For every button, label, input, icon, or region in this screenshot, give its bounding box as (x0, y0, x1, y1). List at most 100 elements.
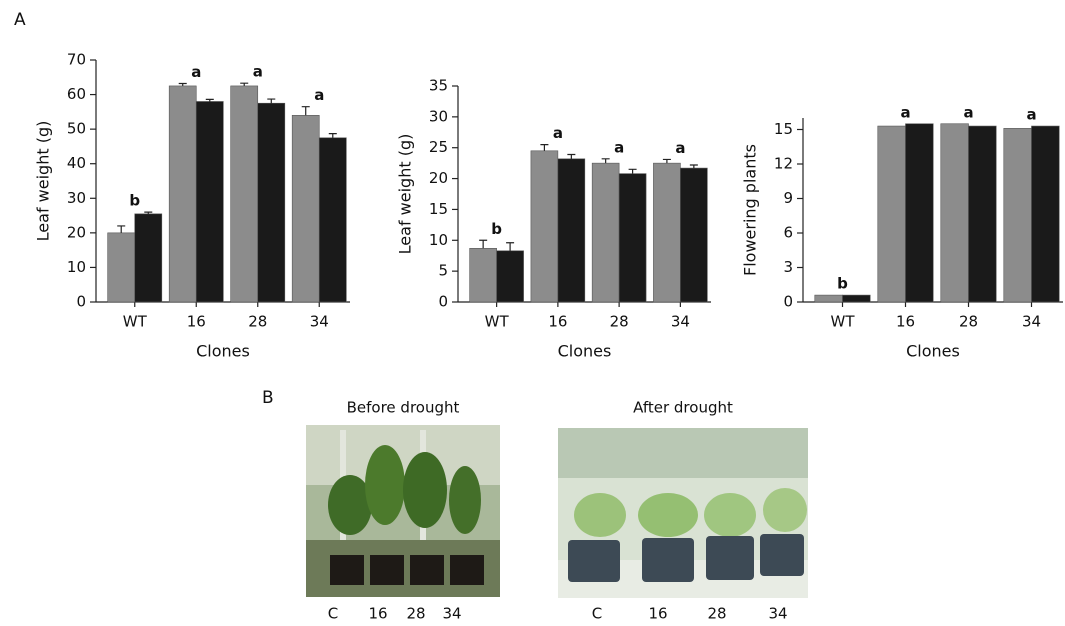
bar (969, 126, 997, 302)
y-tick-label: 9 (783, 189, 793, 207)
error-bar (240, 83, 248, 86)
error-bar (117, 226, 125, 233)
annotation: a (675, 139, 685, 157)
photo-caption: After drought (633, 399, 733, 417)
photo-label: 16 (368, 605, 387, 623)
y-tick-label: 3 (783, 258, 793, 276)
photo-before (306, 425, 500, 597)
photo-label: 34 (442, 605, 461, 623)
x-tick-label: 28 (959, 313, 978, 331)
error-bar (329, 134, 337, 138)
bar (470, 248, 497, 302)
y-tick-label: 15 (774, 120, 793, 138)
bar (592, 163, 619, 302)
error-bar (267, 99, 275, 103)
x-tick-label: WT (123, 313, 148, 331)
x-tick-label: 34 (310, 313, 329, 331)
y-axis-title: Leaf weight (g) (396, 134, 415, 255)
bar (135, 214, 162, 302)
error-bar (663, 159, 671, 163)
bar (108, 233, 135, 302)
y-axis-title: Flowering plants (741, 144, 760, 276)
y-tick-label: 25 (429, 138, 448, 156)
annotation: b (129, 192, 140, 210)
bar (319, 138, 346, 302)
x-tick-label: 28 (248, 313, 267, 331)
bar (169, 86, 196, 302)
x-tick-label: 34 (671, 313, 690, 331)
error-bar (690, 165, 698, 168)
annotation: a (191, 63, 201, 81)
y-tick-label: 5 (438, 262, 448, 280)
annotation: a (253, 63, 263, 81)
x-tick-label: 28 (610, 313, 629, 331)
y-tick-label: 30 (67, 189, 86, 207)
error-bar (506, 243, 514, 251)
y-tick-label: 0 (76, 293, 86, 311)
y-axis-title: Leaf weight (g) (34, 121, 53, 242)
photo-label: C (592, 605, 602, 623)
bar (941, 124, 969, 302)
annotation: b (837, 275, 848, 293)
bar (843, 295, 871, 302)
panel-label: A (14, 10, 26, 30)
x-axis-title: Clones (558, 342, 612, 361)
annotation: a (1026, 106, 1036, 124)
annotation: a (614, 138, 624, 156)
photo-label: 28 (707, 605, 726, 623)
x-tick-label: 16 (548, 313, 567, 331)
annotation: a (314, 86, 324, 104)
photo-label: 28 (406, 605, 425, 623)
x-tick-label: WT (831, 313, 856, 331)
photo-caption: Before drought (347, 399, 460, 417)
annotation: a (963, 103, 973, 121)
x-tick-label: 16 (187, 313, 206, 331)
bar (497, 251, 524, 302)
y-tick-label: 0 (783, 293, 793, 311)
error-bar (629, 169, 637, 173)
bar (653, 163, 680, 302)
error-bar (602, 159, 610, 163)
photo-label: 16 (648, 605, 667, 623)
bar (1004, 128, 1032, 302)
error-bar (567, 155, 575, 159)
photo-after (558, 428, 808, 598)
y-tick-label: 70 (67, 51, 86, 69)
annotation: a (553, 124, 563, 142)
x-axis-title: Clones (906, 342, 960, 361)
bar (906, 124, 934, 302)
bar (619, 174, 646, 302)
error-bar (206, 99, 214, 101)
bar (531, 151, 558, 302)
error-bar (479, 240, 487, 248)
panel-label: B (262, 388, 274, 408)
y-tick-label: 30 (429, 107, 448, 125)
x-tick-label: 34 (1022, 313, 1041, 331)
y-tick-label: 6 (783, 224, 793, 242)
x-tick-label: WT (485, 313, 510, 331)
annotation: b (491, 220, 502, 238)
bar (558, 159, 585, 302)
photo-label: 34 (768, 605, 787, 623)
bar (196, 101, 223, 302)
bar (1032, 126, 1060, 302)
x-tick-label: 16 (896, 313, 915, 331)
bar (680, 168, 707, 302)
y-tick-label: 12 (774, 155, 793, 173)
bar (292, 115, 319, 302)
y-tick-label: 10 (67, 258, 86, 276)
bar (878, 126, 906, 302)
bar (258, 103, 285, 302)
y-tick-label: 15 (429, 200, 448, 218)
error-bar (302, 107, 310, 116)
error-bar (179, 84, 187, 86)
y-tick-label: 50 (67, 120, 86, 138)
bar (231, 86, 258, 302)
y-tick-label: 20 (429, 169, 448, 187)
y-tick-label: 40 (67, 154, 86, 172)
y-tick-label: 0 (438, 293, 448, 311)
error-bar (540, 145, 548, 151)
y-tick-label: 20 (67, 223, 86, 241)
y-tick-label: 35 (429, 77, 448, 95)
y-tick-label: 10 (429, 231, 448, 249)
